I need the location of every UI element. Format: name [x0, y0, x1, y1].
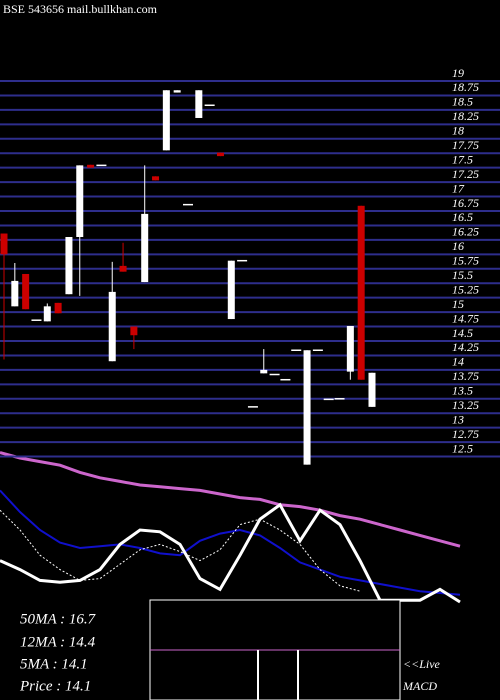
- header: BSE 543656 mail.bullkhan.com: [3, 2, 158, 16]
- candle-body: [43, 306, 51, 322]
- y-tick-label: 16.25: [452, 225, 479, 239]
- candle-body: [195, 90, 203, 118]
- y-tick-label: 19: [452, 66, 464, 80]
- candle-body: [152, 176, 160, 181]
- macd-label: <<Live: [403, 657, 441, 671]
- candle-body: [54, 302, 62, 314]
- y-tick-label: 12.5: [452, 441, 473, 455]
- y-tick-label: 18.5: [452, 95, 473, 109]
- candle-body: [227, 260, 235, 320]
- y-tick-label: 14: [452, 355, 464, 369]
- y-tick-label: 18: [452, 124, 464, 138]
- y-tick-label: 18.75: [452, 80, 479, 94]
- candle-body: [65, 237, 73, 295]
- y-tick-label: 12.75: [452, 427, 479, 441]
- y-tick-label: 15.75: [452, 254, 479, 268]
- y-tick-label: 15.5: [452, 268, 473, 282]
- y-tick-label: 17.5: [452, 152, 473, 166]
- candle-body: [216, 152, 224, 157]
- candle-body: [0, 233, 8, 255]
- candle-body: [368, 372, 376, 407]
- candle-body: [357, 205, 365, 380]
- candle-body: [173, 90, 181, 93]
- indicator-line: [0, 502, 461, 604]
- y-tick-label: 17: [452, 181, 465, 195]
- indicator-line: [0, 451, 461, 548]
- candle-body: [76, 165, 84, 237]
- candle-body: [11, 280, 19, 307]
- candle-body: [87, 164, 95, 168]
- y-tick-label: 15.25: [452, 282, 479, 296]
- y-tick-label: 14.75: [452, 311, 479, 325]
- stat: 50MA : 16.7: [20, 611, 97, 627]
- candle-body: [260, 369, 268, 374]
- candle-body: [119, 265, 127, 272]
- stat: 12MA : 14.4: [20, 634, 96, 650]
- candle-body: [108, 291, 116, 362]
- y-tick-label: 13.5: [452, 384, 473, 398]
- candle-body: [303, 350, 311, 465]
- y-tick-label: 15: [452, 297, 464, 311]
- y-tick-label: 17.25: [452, 167, 479, 181]
- y-tick-label: 14.5: [452, 326, 473, 340]
- macd-label: MACD: [402, 679, 437, 693]
- y-tick-label: 16: [452, 239, 464, 253]
- y-tick-label: 18.25: [452, 109, 479, 123]
- y-tick-label: 16.5: [452, 210, 473, 224]
- y-tick-label: 14.25: [452, 340, 479, 354]
- candle-body: [130, 326, 138, 336]
- candle-body: [141, 213, 149, 283]
- y-tick-label: 13.75: [452, 369, 479, 383]
- y-tick-label: 13.25: [452, 398, 479, 412]
- candle-body: [162, 90, 170, 151]
- y-tick-label: 13: [452, 412, 464, 426]
- indicator-line: [0, 489, 461, 596]
- stat: 5MA : 14.1: [20, 656, 88, 672]
- indicator-line: [0, 509, 361, 592]
- y-tick-label: 16.75: [452, 196, 479, 210]
- stat: Price : 14.1: [19, 678, 91, 694]
- y-tick-label: 17.75: [452, 138, 479, 152]
- candle-body: [22, 273, 30, 310]
- candle-body: [346, 325, 354, 372]
